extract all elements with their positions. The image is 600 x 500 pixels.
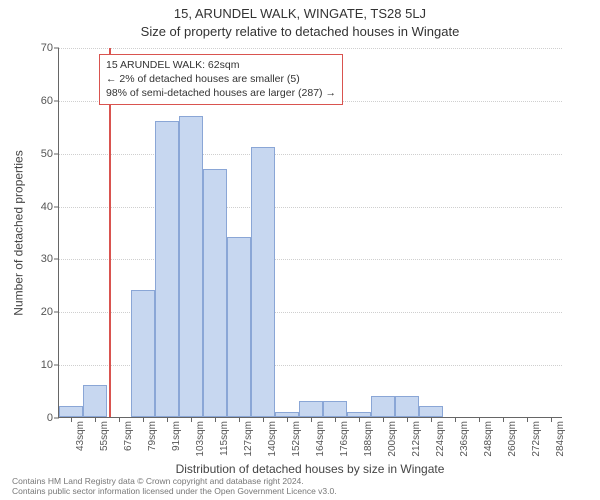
xtick-label: 79sqm bbox=[147, 421, 158, 451]
ytick-label: 10 bbox=[41, 359, 53, 371]
histogram-bar bbox=[395, 396, 419, 417]
page-title-subtitle: Size of property relative to detached ho… bbox=[0, 24, 600, 39]
histogram-bar bbox=[371, 396, 395, 417]
xtick-mark bbox=[263, 417, 264, 422]
histogram-bar bbox=[155, 121, 179, 417]
x-axis-label: Distribution of detached houses by size … bbox=[58, 462, 562, 476]
xtick-label: 200sqm bbox=[387, 421, 398, 457]
xtick-mark bbox=[431, 417, 432, 422]
xtick-label: 236sqm bbox=[459, 421, 470, 457]
xtick-mark bbox=[215, 417, 216, 422]
gridline bbox=[59, 154, 562, 155]
xtick-mark bbox=[287, 417, 288, 422]
y-axis-label: Number of detached properties bbox=[12, 150, 26, 315]
ytick-mark bbox=[54, 365, 59, 366]
y-axis-label-wrap: Number of detached properties bbox=[12, 48, 26, 418]
info-box: 15 ARUNDEL WALK: 62sqm ← 2% of detached … bbox=[99, 54, 343, 105]
histogram-bar bbox=[179, 116, 203, 417]
ytick-label: 30 bbox=[41, 253, 53, 265]
chart-container: 15, ARUNDEL WALK, WINGATE, TS28 5LJ Size… bbox=[0, 0, 600, 500]
ytick-mark bbox=[54, 100, 59, 101]
xtick-mark bbox=[335, 417, 336, 422]
xtick-mark bbox=[527, 417, 528, 422]
xtick-label: 176sqm bbox=[339, 421, 350, 457]
ytick-label: 50 bbox=[41, 148, 53, 160]
ytick-label: 40 bbox=[41, 201, 53, 213]
xtick-mark bbox=[479, 417, 480, 422]
xtick-mark bbox=[239, 417, 240, 422]
xtick-label: 248sqm bbox=[483, 421, 494, 457]
xtick-mark bbox=[407, 417, 408, 422]
histogram-bar bbox=[251, 147, 275, 417]
xtick-label: 43sqm bbox=[75, 421, 86, 451]
histogram-bar bbox=[83, 385, 107, 417]
xtick-label: 115sqm bbox=[219, 421, 230, 456]
xtick-mark bbox=[119, 417, 120, 422]
ytick-label: 20 bbox=[41, 306, 53, 318]
ytick-mark bbox=[54, 153, 59, 154]
ytick-label: 70 bbox=[41, 42, 53, 54]
ytick-label: 0 bbox=[47, 412, 53, 424]
footer-line-1: Contains HM Land Registry data © Crown c… bbox=[12, 476, 337, 486]
xtick-mark bbox=[455, 417, 456, 422]
xtick-mark bbox=[143, 417, 144, 422]
xtick-label: 67sqm bbox=[123, 421, 134, 451]
gridline bbox=[59, 259, 562, 260]
ytick-mark bbox=[54, 312, 59, 313]
xtick-mark bbox=[503, 417, 504, 422]
footer-attribution: Contains HM Land Registry data © Crown c… bbox=[12, 476, 337, 496]
info-line-2: ← 2% of detached houses are smaller (5) bbox=[106, 72, 336, 86]
xtick-label: 140sqm bbox=[267, 421, 278, 457]
xtick-label: 224sqm bbox=[435, 421, 446, 457]
info-line-3: 98% of semi-detached houses are larger (… bbox=[106, 86, 336, 100]
histogram-bar bbox=[131, 290, 155, 417]
xtick-label: 55sqm bbox=[99, 421, 110, 451]
xtick-label: 103sqm bbox=[195, 421, 206, 457]
gridline bbox=[59, 207, 562, 208]
ytick-label: 60 bbox=[41, 95, 53, 107]
xtick-mark bbox=[359, 417, 360, 422]
xtick-mark bbox=[71, 417, 72, 422]
xtick-mark bbox=[167, 417, 168, 422]
histogram-bar bbox=[227, 237, 251, 417]
xtick-label: 212sqm bbox=[411, 421, 422, 457]
xtick-label: 188sqm bbox=[363, 421, 374, 457]
ytick-mark bbox=[54, 259, 59, 260]
xtick-label: 127sqm bbox=[243, 421, 254, 457]
xtick-mark bbox=[551, 417, 552, 422]
xtick-label: 91sqm bbox=[171, 421, 182, 451]
xtick-label: 272sqm bbox=[531, 421, 542, 457]
xtick-mark bbox=[95, 417, 96, 422]
xtick-label: 152sqm bbox=[291, 421, 302, 457]
histogram-bar bbox=[323, 401, 347, 417]
histogram-bar bbox=[203, 169, 227, 417]
histogram-bar bbox=[299, 401, 323, 417]
xtick-mark bbox=[191, 417, 192, 422]
ytick-mark bbox=[54, 206, 59, 207]
ytick-mark bbox=[54, 418, 59, 419]
xtick-label: 164sqm bbox=[315, 421, 326, 457]
xtick-mark bbox=[383, 417, 384, 422]
info-line-1: 15 ARUNDEL WALK: 62sqm bbox=[106, 58, 336, 72]
histogram-bar bbox=[59, 406, 83, 417]
footer-line-2: Contains public sector information licen… bbox=[12, 486, 337, 496]
ytick-mark bbox=[54, 48, 59, 49]
xtick-mark bbox=[311, 417, 312, 422]
xtick-label: 260sqm bbox=[507, 421, 518, 457]
xtick-label: 284sqm bbox=[555, 421, 566, 457]
plot-area: 01020304050607043sqm55sqm67sqm79sqm91sqm… bbox=[58, 48, 562, 418]
gridline bbox=[59, 48, 562, 49]
page-title-address: 15, ARUNDEL WALK, WINGATE, TS28 5LJ bbox=[0, 6, 600, 21]
histogram-bar bbox=[419, 406, 443, 417]
